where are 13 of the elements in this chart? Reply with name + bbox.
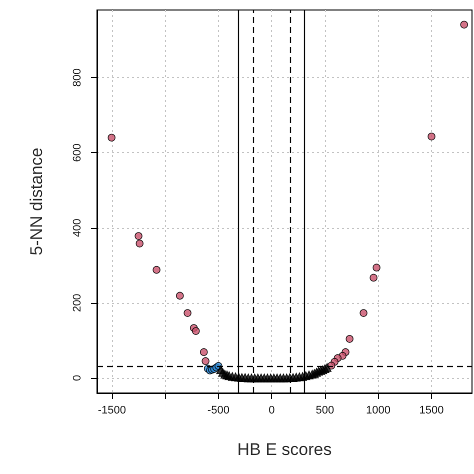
x-tick-label: 0: [268, 404, 275, 416]
y-tick-label: 600: [72, 144, 84, 162]
x-tick-label: 500: [316, 404, 334, 416]
x-tick-label: 1000: [366, 404, 390, 416]
y-axis-title: 5-NN distance: [27, 148, 46, 256]
y-tick-label: 400: [72, 218, 84, 237]
x-tick-label: 1500: [419, 404, 444, 416]
x-axis-title: HB E scores: [237, 440, 332, 459]
y-tick-label: 200: [72, 294, 84, 312]
y-tick-label: 800: [72, 68, 84, 87]
x-tick-label: -1500: [98, 404, 126, 416]
y-tick-label: 0: [72, 374, 84, 382]
x-tick-label: -500: [207, 404, 230, 416]
